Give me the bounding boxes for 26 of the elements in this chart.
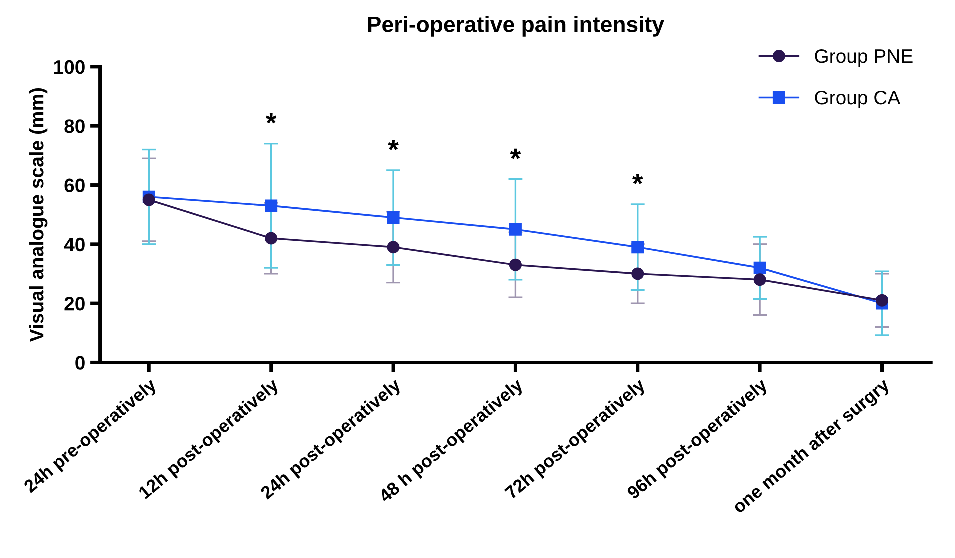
point bbox=[142, 194, 156, 206]
y-axis-title: Visual analogue scale (mm) bbox=[29, 88, 48, 342]
y-tick-label: 40 bbox=[64, 238, 85, 252]
y-tick-label: 80 bbox=[64, 120, 85, 134]
point bbox=[876, 294, 888, 307]
point bbox=[509, 223, 522, 236]
point bbox=[632, 241, 644, 254]
point bbox=[387, 241, 400, 254]
legend-label: Group CA bbox=[815, 90, 901, 109]
annotation: * bbox=[266, 113, 277, 124]
point bbox=[265, 232, 278, 245]
y-tick-label: 100 bbox=[54, 60, 85, 74]
point bbox=[754, 274, 766, 286]
annotation: * bbox=[510, 148, 522, 160]
y-tick-label: 60 bbox=[64, 178, 85, 192]
chart-title: Peri-operative pain intensity bbox=[368, 16, 664, 37]
annotation: * bbox=[388, 140, 399, 150]
y-tick-label: 20 bbox=[64, 297, 85, 311]
point bbox=[387, 212, 400, 224]
legend-label: Group PNE bbox=[815, 49, 913, 68]
y-tick-label: 0 bbox=[76, 356, 85, 370]
point bbox=[754, 262, 766, 274]
point bbox=[265, 200, 278, 212]
point bbox=[632, 268, 644, 280]
point bbox=[509, 258, 522, 272]
annotation: * bbox=[632, 174, 644, 184]
